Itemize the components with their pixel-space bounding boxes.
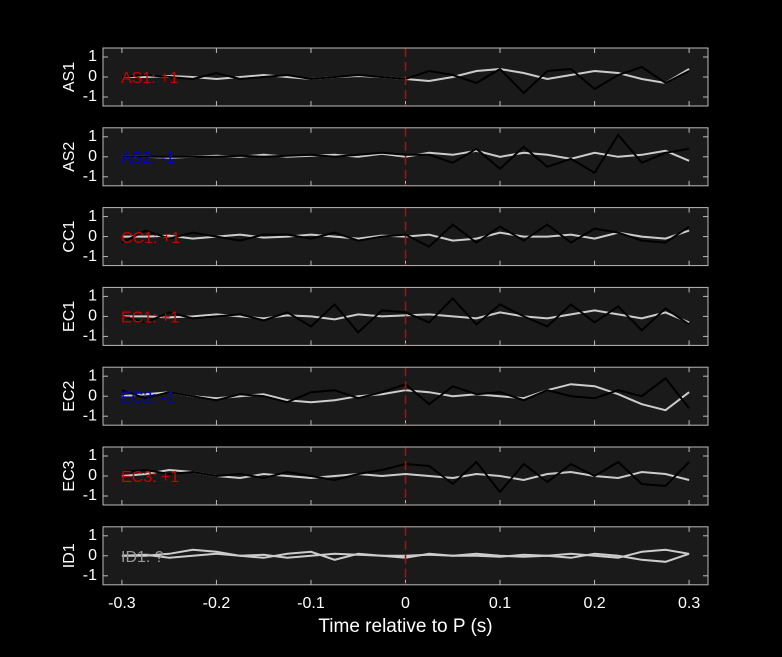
y-tick-label: 1 [88, 208, 97, 225]
y-axis-label: AS1 [61, 62, 78, 92]
axes-frame [102, 207, 709, 267]
y-tick-label: 1 [88, 48, 97, 65]
x-tick-label: -0.3 [108, 595, 136, 612]
y-tick-label: 0 [88, 387, 97, 404]
y-tick-label: 1 [88, 447, 97, 464]
y-tick-label: 0 [88, 228, 97, 245]
y-axis-label: CC1 [61, 220, 78, 252]
x-tick-label: 0.1 [489, 595, 511, 612]
y-tick-label: 0 [88, 467, 97, 484]
axes-frame [102, 366, 709, 426]
y-tick-label: 1 [88, 527, 97, 544]
x-tick-label: 0 [401, 595, 410, 612]
waveform [121, 296, 690, 334]
y-tick-label: -1 [83, 407, 97, 424]
polarity-annotation: CC1: +1 [121, 230, 180, 247]
polarity-annotation: EC3: +1 [121, 469, 179, 486]
y-axis-label: EC3 [61, 460, 78, 491]
polarity-annotation: AS2: -1 [121, 150, 174, 167]
y-tick-label: 1 [88, 367, 97, 384]
y-axis-label: ID1 [61, 543, 78, 568]
y-tick-label: 1 [88, 128, 97, 145]
y-axis-label: EC1 [61, 301, 78, 332]
y-axis-label: EC2 [61, 381, 78, 412]
waveform [121, 133, 690, 175]
axes-frame [102, 446, 709, 506]
polarity-annotation: ID1: ? [121, 549, 164, 566]
y-tick-label: -1 [83, 88, 97, 105]
y-tick-label: 0 [88, 547, 97, 564]
y-tick-label: 0 [88, 68, 97, 85]
x-tick-label: 0.2 [583, 595, 605, 612]
axes-frame [102, 526, 709, 586]
polarity-annotation: EC1: +1 [121, 310, 179, 327]
y-tick-label: 1 [88, 288, 97, 305]
axes-frame [102, 127, 709, 187]
x-axis-label: Time relative to P (s) [318, 616, 492, 637]
y-tick-label: 0 [88, 148, 97, 165]
y-tick-label: -1 [83, 487, 97, 504]
y-tick-label: -1 [83, 328, 97, 345]
waveform [121, 223, 690, 248]
x-tick-label: 0.3 [678, 595, 700, 612]
y-tick-label: -1 [83, 567, 97, 584]
x-tick-label: -0.1 [297, 595, 325, 612]
y-tick-label: -1 [83, 248, 97, 265]
y-axis-label: AS2 [61, 142, 78, 172]
axes-frame [102, 286, 709, 346]
polarity-annotation: AS1: +1 [121, 70, 178, 87]
y-tick-label: 0 [88, 308, 97, 325]
y-tick-label: -1 [83, 168, 97, 185]
axes-frame [102, 47, 709, 107]
polarity-annotation: EC2: -1 [121, 389, 175, 406]
x-tick-label: -0.2 [203, 595, 231, 612]
